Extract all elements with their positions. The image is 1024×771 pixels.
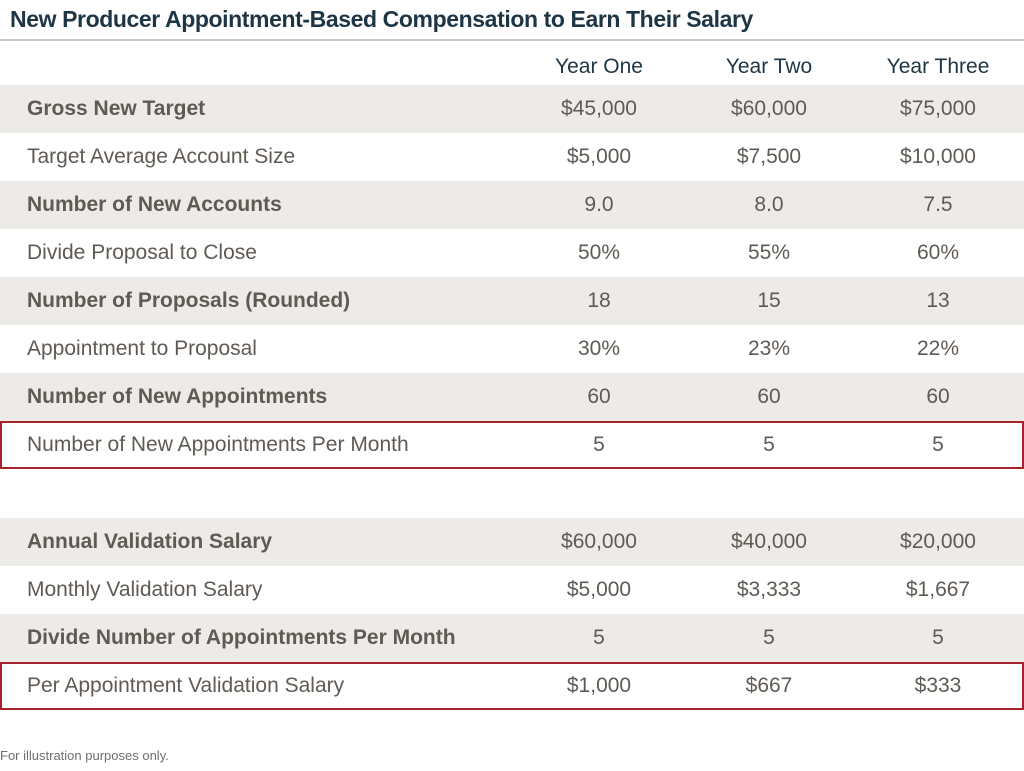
row-label: Target Average Account Size	[27, 145, 296, 168]
value-year-two: $667	[745, 674, 793, 697]
value-year-two: 60	[757, 385, 781, 408]
row-label: Divide Number of Appointments Per Month	[27, 626, 456, 649]
table-row: Monthly Validation Salary $5,000 $3,333 …	[0, 566, 1024, 614]
value-year-three: $1,667	[905, 578, 971, 601]
value-year-one: $45,000	[561, 97, 637, 120]
value-year-three: $10,000	[900, 145, 976, 168]
value-year-one: $5,000	[566, 578, 632, 601]
table-row: Annual Validation Salary $60,000 $40,000…	[0, 518, 1024, 566]
table-row: Divide Number of Appointments Per Month …	[0, 614, 1024, 662]
table-row: Appointment to Proposal 30% 23% 22%	[0, 325, 1024, 373]
row-label: Annual Validation Salary	[27, 530, 273, 553]
value-year-two: 5	[763, 626, 775, 649]
value-year-one: 30%	[577, 337, 621, 360]
column-header-year-one: Year One	[555, 55, 643, 78]
value-year-two: 8.0	[754, 193, 784, 216]
value-year-three: 5	[932, 626, 944, 649]
table-row: Target Average Account Size $5,000 $7,50…	[0, 133, 1024, 181]
value-year-three: $20,000	[900, 530, 976, 553]
value-year-one: $60,000	[561, 530, 637, 553]
title-divider	[0, 39, 1024, 41]
appointment-table: Gross New Target $45,000 $60,000 $75,000…	[0, 85, 1024, 469]
value-year-two: 15	[757, 289, 781, 312]
table-row: Number of Proposals (Rounded) 18 15 13	[0, 277, 1024, 325]
value-year-three: $75,000	[900, 97, 976, 120]
table-row: Number of New Appointments 60 60 60	[0, 373, 1024, 421]
value-year-one: $1,000	[566, 674, 632, 697]
highlighted-row: Per Appointment Validation Salary $1,000…	[0, 662, 1024, 710]
value-year-three: 60	[926, 385, 950, 408]
value-year-three: 5	[932, 433, 944, 456]
value-year-three: $333	[914, 674, 962, 697]
row-label: Number of New Appointments	[27, 385, 328, 408]
value-year-two: $3,333	[736, 578, 802, 601]
value-year-two: $40,000	[731, 530, 807, 553]
table-row: Number of New Accounts 9.0 8.0 7.5	[0, 181, 1024, 229]
value-year-two: $7,500	[736, 145, 802, 168]
value-year-two: 5	[763, 433, 775, 456]
value-year-two: 23%	[747, 337, 791, 360]
table-row: Divide Proposal to Close 50% 55% 60%	[0, 229, 1024, 277]
row-label: Appointment to Proposal	[27, 337, 257, 360]
value-year-one: 9.0	[584, 193, 614, 216]
highlighted-row: Number of New Appointments Per Month 5 5…	[0, 421, 1024, 469]
value-year-one: 18	[587, 289, 611, 312]
row-label: Number of Proposals (Rounded)	[27, 289, 351, 312]
row-label: Divide Proposal to Close	[27, 241, 257, 264]
footnote: For illustration purposes only.	[0, 748, 169, 763]
salary-table: Annual Validation Salary $60,000 $40,000…	[0, 518, 1024, 710]
value-year-two: $60,000	[731, 97, 807, 120]
column-header-year-three: Year Three	[886, 55, 990, 78]
row-label: Gross New Target	[27, 97, 206, 120]
value-year-one: 50%	[577, 241, 621, 264]
value-year-one: 60	[587, 385, 611, 408]
value-year-one: 5	[593, 433, 605, 456]
value-year-one: $5,000	[566, 145, 632, 168]
page-title: New Producer Appointment-Based Compensat…	[10, 6, 753, 32]
row-label: Number of New Appointments Per Month	[27, 433, 409, 456]
value-year-two: 55%	[747, 241, 791, 264]
value-year-three: 60%	[916, 241, 960, 264]
value-year-three: 7.5	[923, 193, 953, 216]
value-year-one: 5	[593, 626, 605, 649]
value-year-three: 22%	[916, 337, 960, 360]
column-header-year-two: Year Two	[725, 55, 813, 78]
row-label: Monthly Validation Salary	[27, 578, 263, 601]
table-row: Gross New Target $45,000 $60,000 $75,000	[0, 85, 1024, 133]
row-label: Number of New Accounts	[27, 193, 282, 216]
value-year-three: 13	[926, 289, 950, 312]
row-label: Per Appointment Validation Salary	[27, 674, 345, 697]
